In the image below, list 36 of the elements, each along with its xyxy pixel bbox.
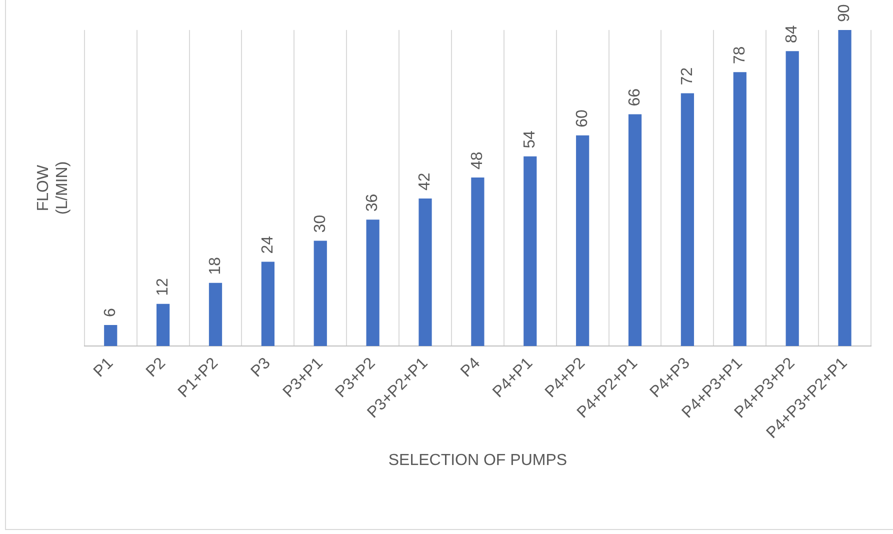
data-label: 24 xyxy=(259,236,276,254)
bar xyxy=(576,135,590,346)
data-label: 90 xyxy=(836,4,854,22)
data-label: 84 xyxy=(784,25,801,44)
bar xyxy=(628,114,642,346)
bar xyxy=(680,93,694,346)
x-axis-title: SELECTION OF PUMPS xyxy=(388,452,568,469)
data-label: 18 xyxy=(206,256,224,275)
bar xyxy=(786,51,799,346)
bar xyxy=(261,262,274,346)
x-tick-label: P1 xyxy=(90,354,117,381)
data-label: 6 xyxy=(102,308,120,317)
bar xyxy=(156,304,170,346)
data-label: 54 xyxy=(522,130,539,148)
data-label: 42 xyxy=(416,172,434,191)
data-label: 60 xyxy=(574,109,591,128)
bar xyxy=(524,156,537,346)
bar xyxy=(208,282,222,346)
bar xyxy=(733,72,746,346)
x-tick-label: P3 xyxy=(248,354,274,381)
y-axis-title: FLOW (L/MIN) xyxy=(35,161,72,215)
data-label: 12 xyxy=(154,278,172,296)
bar xyxy=(838,30,852,346)
x-tick-label: P4 xyxy=(458,354,484,381)
bar xyxy=(314,240,327,346)
x-tick-label: P2 xyxy=(143,354,170,381)
data-label: 78 xyxy=(731,46,748,64)
bar xyxy=(418,198,432,346)
data-label: 66 xyxy=(626,88,644,106)
bar xyxy=(366,220,380,346)
bar xyxy=(471,177,484,346)
data-label: 30 xyxy=(312,214,329,233)
data-label: 72 xyxy=(678,67,696,86)
data-label: 36 xyxy=(364,194,382,212)
data-label: 48 xyxy=(469,152,486,170)
bar xyxy=(104,324,118,346)
